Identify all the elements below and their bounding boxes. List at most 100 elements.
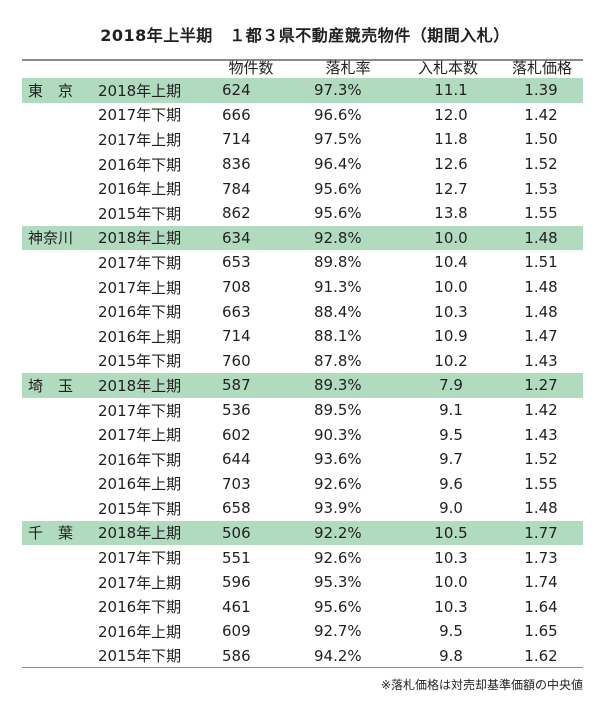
header-price: 落札価格 — [511, 59, 572, 77]
period: 2015年下期 — [98, 352, 182, 371]
period: 2017年上期 — [98, 426, 182, 445]
rate: 90.3% — [314, 425, 362, 444]
top-rule — [22, 59, 583, 61]
bids: 12.6 — [434, 155, 468, 174]
group-saitama: 埼 玉 2018年上期 587 89.3% 7.9 1.27 2017年下期 5… — [22, 373, 583, 521]
count: 461 — [222, 597, 251, 616]
bids: 7.9 — [439, 376, 463, 395]
rate: 93.9% — [314, 499, 362, 518]
count: 666 — [222, 105, 251, 124]
period: 2016年上期 — [98, 327, 182, 346]
price: 1.65 — [524, 622, 558, 641]
region-label: 神奈川 — [28, 229, 74, 248]
price: 1.74 — [524, 573, 558, 592]
period: 2016年上期 — [98, 180, 182, 199]
table-row: 千 葉 2018年上期 506 92.2% 10.5 1.77 — [22, 520, 583, 546]
auction-table: 物件数 落札率 入札本数 落札価格 東 京 2018年上期 624 97.3% … — [22, 59, 583, 669]
period: 2015年下期 — [98, 204, 182, 223]
count: 634 — [222, 228, 251, 247]
bids: 10.2 — [434, 351, 468, 370]
bids: 10.0 — [434, 278, 468, 297]
rate: 95.6% — [314, 179, 362, 198]
count: 784 — [222, 179, 251, 198]
period: 2018年上期 — [98, 524, 182, 543]
price: 1.62 — [524, 646, 558, 665]
bids: 10.9 — [434, 327, 468, 346]
count: 836 — [222, 155, 251, 174]
table-row: 2016年下期 461 95.6% 10.3 1.64 — [22, 594, 583, 619]
table-row: 2017年下期 666 96.6% 12.0 1.42 — [22, 103, 583, 128]
rate: 92.8% — [314, 228, 362, 247]
period: 2015年下期 — [98, 499, 182, 518]
table-row: 2016年上期 784 95.6% 12.7 1.53 — [22, 176, 583, 201]
period: 2015年下期 — [98, 647, 182, 666]
count: 703 — [222, 474, 251, 493]
period: 2016年下期 — [98, 450, 182, 469]
period: 2016年下期 — [98, 155, 182, 174]
count: 551 — [222, 548, 251, 567]
table-row: 2017年下期 653 89.8% 10.4 1.51 — [22, 250, 583, 275]
bids: 9.1 — [439, 401, 463, 420]
region-label: 東 京 — [28, 81, 74, 100]
bids: 10.5 — [434, 523, 468, 542]
period: 2018年上期 — [98, 376, 182, 395]
price: 1.47 — [524, 327, 558, 346]
rate: 89.8% — [314, 253, 362, 272]
bids: 9.8 — [439, 646, 463, 665]
group-chiba: 千 葉 2018年上期 506 92.2% 10.5 1.77 2017年下期 … — [22, 520, 583, 669]
rate: 92.6% — [314, 548, 362, 567]
header-count: 物件数 — [228, 59, 274, 77]
period: 2016年上期 — [98, 475, 182, 494]
price: 1.42 — [524, 401, 558, 420]
rate: 97.5% — [314, 130, 362, 149]
price: 1.52 — [524, 450, 558, 469]
rate: 88.4% — [314, 302, 362, 321]
table-row: 2017年上期 708 91.3% 10.0 1.48 — [22, 275, 583, 300]
bids: 9.7 — [439, 450, 463, 469]
count: 609 — [222, 622, 251, 641]
price: 1.48 — [524, 499, 558, 518]
period: 2017年下期 — [98, 106, 182, 125]
region-label: 千 葉 — [28, 524, 74, 543]
bids: 9.6 — [439, 474, 463, 493]
bottom-rule — [22, 667, 583, 668]
bids: 9.5 — [439, 622, 463, 641]
rate: 96.6% — [314, 105, 362, 124]
price: 1.43 — [524, 425, 558, 444]
table-row: 2017年下期 551 92.6% 10.3 1.73 — [22, 545, 583, 570]
price: 1.53 — [524, 179, 558, 198]
price: 1.43 — [524, 351, 558, 370]
price: 1.42 — [524, 105, 558, 124]
count: 536 — [222, 401, 251, 420]
period: 2017年下期 — [98, 549, 182, 568]
period: 2018年上期 — [98, 229, 182, 248]
price: 1.77 — [524, 523, 558, 542]
period: 2016年上期 — [98, 622, 182, 641]
bids: 10.3 — [434, 597, 468, 616]
table-row: 2016年上期 703 92.6% 9.6 1.55 — [22, 472, 583, 497]
rate: 89.3% — [314, 376, 362, 395]
table-row: 神奈川 2018年上期 634 92.8% 10.0 1.48 — [22, 225, 583, 251]
header-bids: 入札本数 — [417, 59, 478, 77]
bids: 11.8 — [434, 130, 468, 149]
rate: 95.3% — [314, 573, 362, 592]
price: 1.39 — [524, 81, 558, 100]
count: 602 — [222, 425, 251, 444]
count: 596 — [222, 573, 251, 592]
rate: 92.6% — [314, 474, 362, 493]
table-row: 2015年下期 658 93.9% 9.0 1.48 — [22, 496, 583, 521]
bids: 11.1 — [434, 81, 468, 100]
table-row: 埼 玉 2018年上期 587 89.3% 7.9 1.27 — [22, 373, 583, 398]
count: 506 — [222, 523, 251, 542]
rate: 92.7% — [314, 622, 362, 641]
rate: 95.6% — [314, 597, 362, 616]
table-row: 2015年下期 862 95.6% 13.8 1.55 — [22, 201, 583, 226]
bids: 10.4 — [434, 253, 468, 272]
region-label: 埼 玉 — [28, 376, 74, 395]
group-tokyo: 東 京 2018年上期 624 97.3% 11.1 1.39 2017年下期 … — [22, 78, 583, 226]
bids: 10.3 — [434, 302, 468, 321]
table-row: 2017年上期 596 95.3% 10.0 1.74 — [22, 570, 583, 595]
period: 2017年下期 — [98, 401, 182, 420]
rate: 88.1% — [314, 327, 362, 346]
bids: 12.0 — [434, 105, 468, 124]
